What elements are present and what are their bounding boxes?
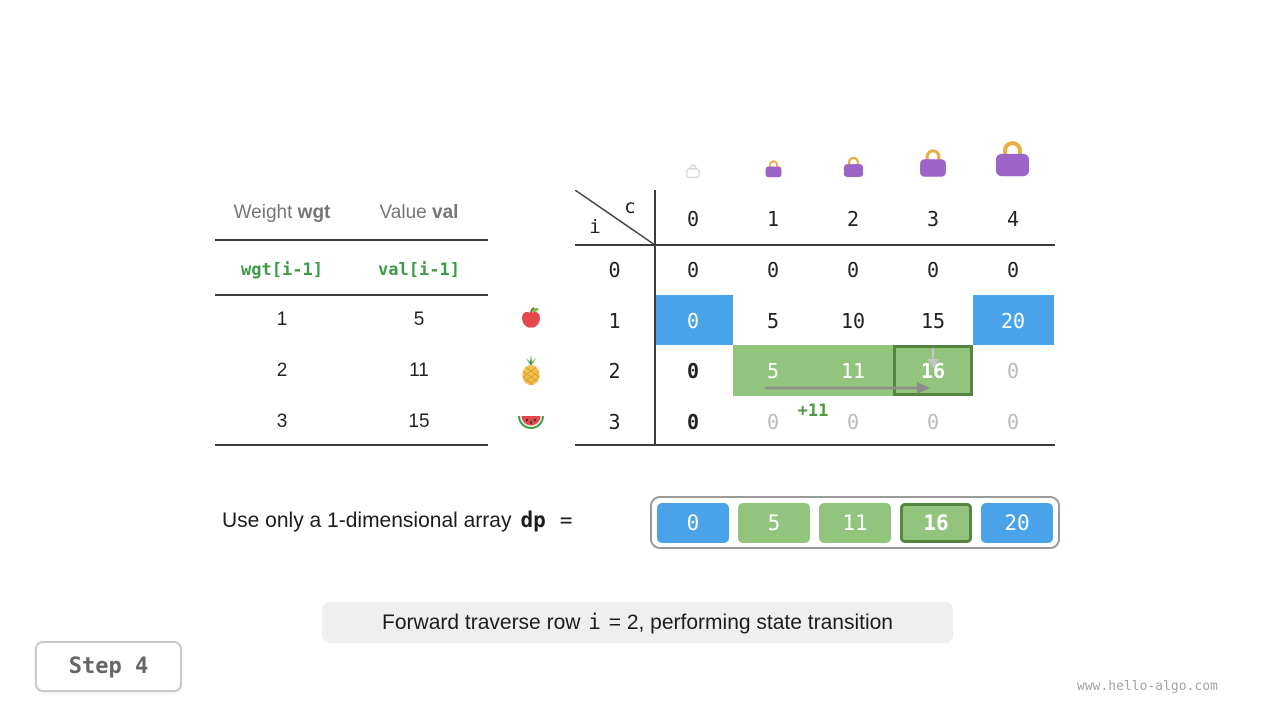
- item-value-2: 11: [409, 360, 429, 381]
- dp-cell-1-1: 5: [766, 309, 780, 333]
- dp-cell-0-4: 0: [1006, 258, 1020, 282]
- dp-table-vertical-rule: [654, 190, 656, 445]
- dp-array-label-text: Use only a 1-dimensional array: [222, 509, 512, 532]
- col-header-3: 3: [926, 207, 940, 231]
- bag-capacity-1-icon: [765, 160, 782, 178]
- items-table-header-rule: [215, 239, 488, 241]
- corner-row-var: i: [589, 216, 601, 238]
- transition-annotation: +11: [797, 401, 829, 421]
- forward-traverse-arrowhead: [917, 382, 930, 394]
- caption-suffix: = 2, performing state transition: [602, 611, 893, 634]
- corner-col-var: c: [624, 196, 636, 218]
- dp-cell-2-3: 16: [920, 359, 946, 383]
- items-header-weight: Weight wgt: [215, 202, 349, 224]
- dp-array-cell-2: 11: [819, 502, 891, 543]
- dp-cell-1-3: 15: [920, 309, 946, 333]
- corner-diagonal-line: [575, 190, 655, 245]
- dp-array-cell-1: 5: [738, 502, 810, 543]
- caption-text: Forward traverse row i = 2, performing s…: [382, 610, 893, 635]
- dp-array-equals: =: [559, 508, 573, 532]
- dp-array-var-name: dp: [520, 508, 546, 532]
- items-header-value: Value val: [352, 202, 486, 224]
- state-transition-arrows: [765, 348, 939, 394]
- dp-cell-3-3: 0: [926, 410, 940, 434]
- down-transition-arrowhead: [927, 359, 939, 368]
- bag-capacity-2-icon: [843, 156, 864, 178]
- item-value-3: 15: [408, 411, 430, 432]
- row-label-1: 1: [608, 309, 621, 333]
- dp-cell-2-1: 5: [766, 359, 780, 383]
- caption-code-var: i: [588, 610, 601, 634]
- pineapple-icon: [522, 355, 540, 385]
- items-header-weight-bold: wgt: [297, 202, 331, 223]
- formula-value: val[i-1]: [378, 260, 460, 280]
- caption-prefix: Forward traverse row: [382, 611, 587, 634]
- items-header-weight-plain: Weight: [233, 202, 298, 223]
- items-table-bottom-rule: [215, 444, 488, 446]
- dp-table-bottom-rule: [575, 444, 1055, 446]
- caption-box: Forward traverse row i = 2, performing s…: [322, 602, 953, 643]
- dp-cell-3-2: 0: [846, 410, 860, 434]
- watermark: www.hello-algo.com: [1077, 679, 1218, 694]
- dp-array-container: 0 5 11 16 20: [650, 496, 1060, 549]
- dp-table-header-rule: [575, 244, 1055, 246]
- highlight-row1-col4-blue: [973, 295, 1054, 345]
- row-label-2: 2: [608, 359, 621, 383]
- items-header-value-plain: Value: [379, 202, 433, 223]
- dp-array-cell-3: 16: [900, 502, 972, 543]
- row-label-0: 0: [608, 258, 621, 282]
- dp-cell-0-2: 0: [846, 258, 860, 282]
- dp-cell-0-3: 0: [926, 258, 940, 282]
- items-header-value-bold: val: [432, 202, 459, 223]
- dp-cell-2-2: 11: [840, 359, 866, 383]
- dp-array-cell-0: 0: [657, 502, 729, 543]
- dp-cell-0-0: 0: [686, 258, 700, 282]
- items-table-formula-rule: [215, 294, 488, 296]
- highlight-row1-col0-blue: [656, 295, 733, 345]
- dp-cell-0-1: 0: [766, 258, 780, 282]
- col-header-0: 0: [686, 207, 700, 231]
- dp-cell-1-4: 20: [1000, 309, 1026, 333]
- bag-capacity-4-icon: [995, 141, 1030, 177]
- bag-capacity-0-icon: [686, 164, 700, 178]
- item-weight-1: 1: [276, 309, 288, 330]
- dp-cell-1-2: 10: [840, 309, 866, 333]
- dp-cell-3-4: 0: [1006, 410, 1020, 434]
- col-header-1: 1: [766, 207, 780, 231]
- dp-cell-2-4: 0: [1006, 359, 1020, 383]
- bag-capacity-3-icon: [920, 149, 946, 177]
- item-weight-2: 2: [276, 360, 288, 381]
- dp-array-label: Use only a 1-dimensional array dp =: [222, 508, 572, 533]
- formula-weight: wgt[i-1]: [241, 260, 323, 280]
- dp-cell-3-1: 0: [766, 410, 780, 434]
- col-header-2: 2: [846, 207, 860, 231]
- apple-icon: [522, 307, 540, 328]
- dp-cell-2-0: 0: [686, 359, 700, 383]
- step-badge: Step 4: [35, 641, 182, 692]
- col-header-4: 4: [1006, 207, 1020, 231]
- item-weight-3: 3: [276, 411, 288, 432]
- dp-cell-3-0: 0: [686, 410, 700, 434]
- dp-cell-1-0: 0: [686, 309, 700, 333]
- row-label-3: 3: [608, 410, 621, 434]
- item-value-1: 5: [413, 309, 425, 330]
- watermelon-icon: [518, 416, 544, 429]
- dp-array-cell-4: 20: [981, 502, 1053, 543]
- highlight-active-cell-border: [893, 345, 973, 396]
